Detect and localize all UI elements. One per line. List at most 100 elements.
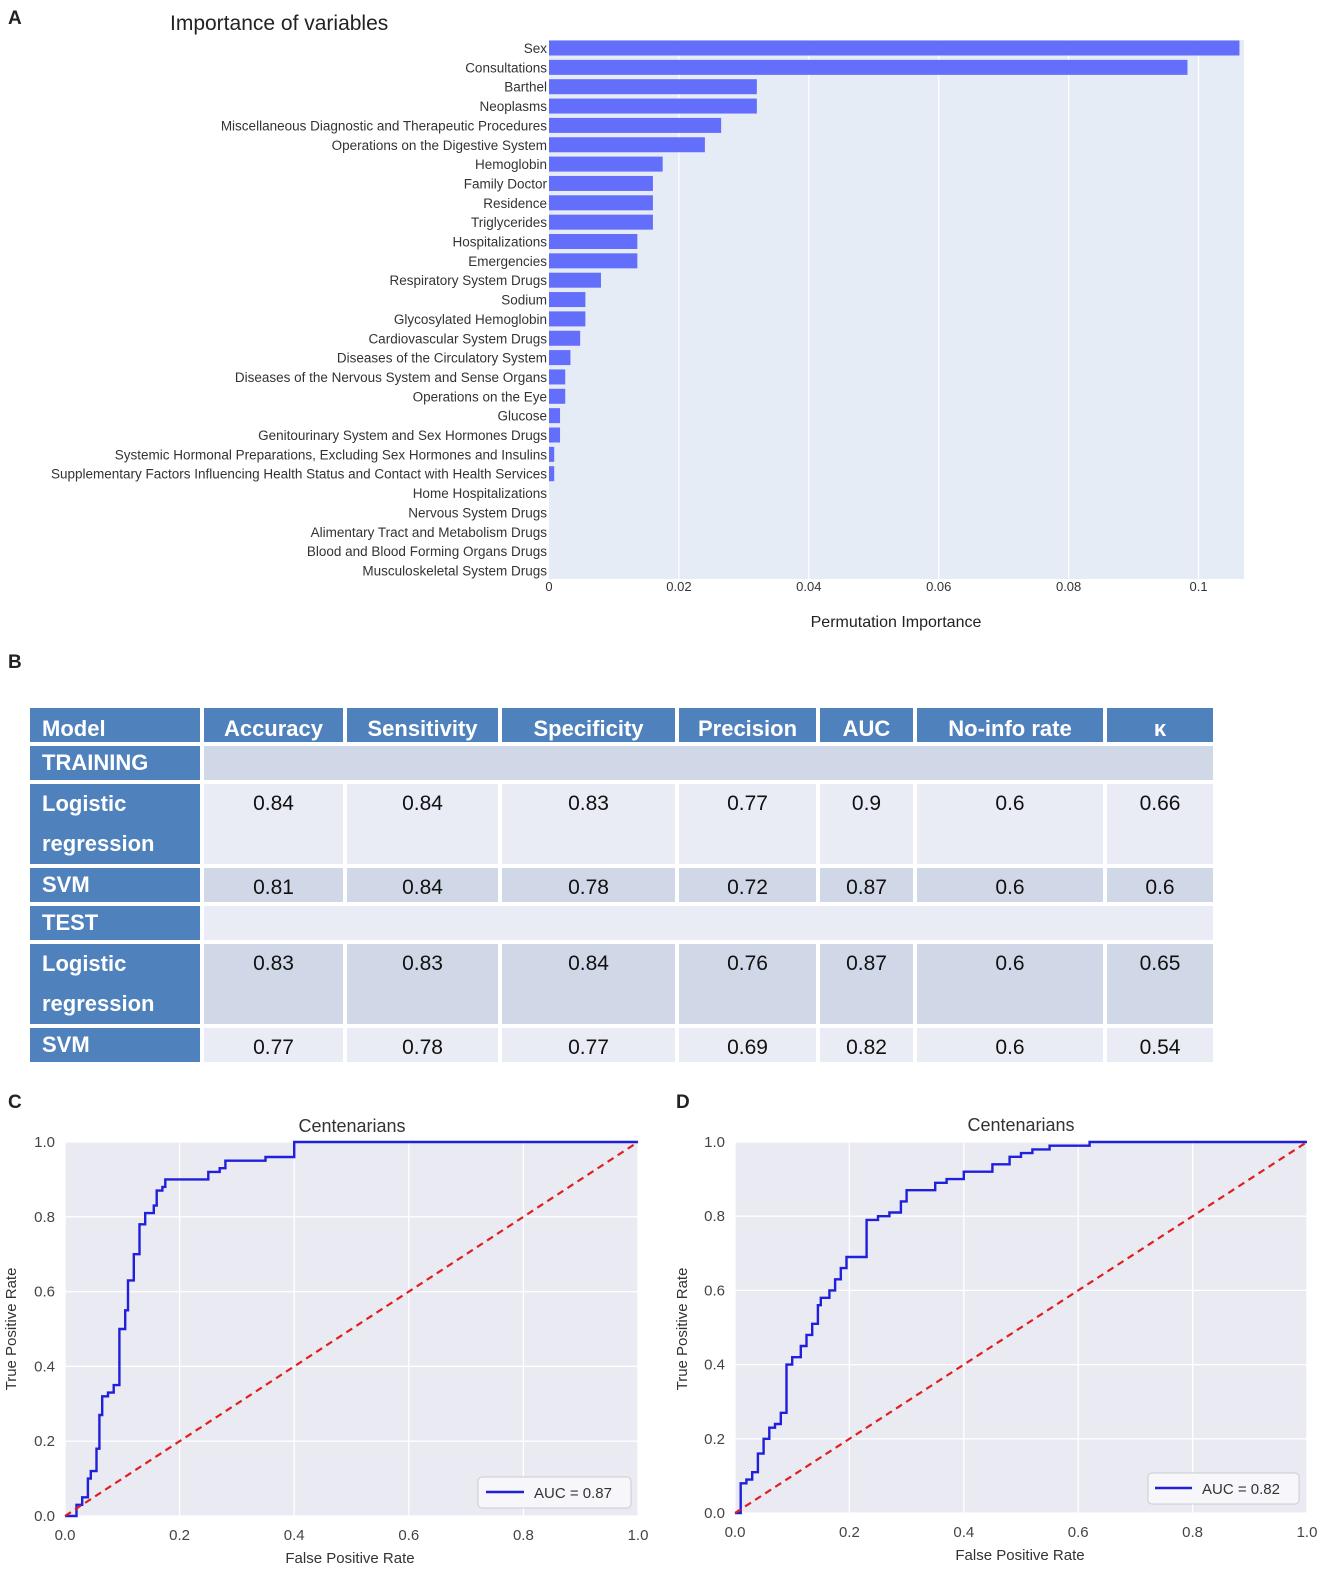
importance-bar — [549, 350, 571, 366]
importance-bar — [549, 79, 757, 95]
training-section-row: TRAINING — [30, 746, 1213, 780]
importance-category-label: Blood and Blood Forming Organs Drugs — [307, 544, 547, 559]
table-row: SVM 0.77 0.78 0.77 0.69 0.82 0.6 0.54 — [30, 1028, 1213, 1062]
table-cell: 0.6 — [917, 944, 1103, 1024]
importance-x-axis-label: Permutation Importance — [811, 614, 982, 631]
roc-d-chance-line — [734, 1141, 1308, 1514]
importance-category-label: Triglycerides — [471, 215, 547, 230]
table-cell: 0.83 — [347, 944, 498, 1024]
test-section-fill — [204, 906, 1213, 940]
table-cell: 0.6 — [917, 868, 1103, 902]
importance-category-label: Glycosylated Hemoglobin — [394, 312, 547, 327]
table-cell: 0.84 — [347, 784, 498, 864]
roc-c-x-tick-label: 0.6 — [398, 1527, 419, 1544]
roc-c-y-tick-label: 0.2 — [34, 1433, 55, 1450]
importance-category-label: Residence — [483, 196, 547, 211]
importance-category-label: Supplementary Factors Influencing Health… — [51, 467, 547, 482]
importance-bar — [549, 137, 705, 153]
roc-c-x-tick-label: 0.0 — [55, 1527, 76, 1544]
roc-c-x-tick-label: 0.8 — [513, 1527, 534, 1544]
importance-x-tick-label: 0.1 — [1189, 579, 1207, 594]
roc-c-legend: AUC = 0.87 — [477, 1476, 632, 1509]
importance-x-tick-label: 0 — [545, 579, 552, 594]
row-label-test-logistic: Logistic regression — [30, 944, 200, 1024]
table-row: Logistic regression 0.84 0.84 0.83 0.77 0… — [30, 784, 1213, 864]
importance-bar — [549, 466, 555, 482]
table-cell: 0.77 — [679, 784, 816, 864]
importance-category-label: Respiratory System Drugs — [389, 273, 547, 288]
table-cell: 0.77 — [502, 1028, 675, 1062]
table-cell: 0.84 — [502, 944, 675, 1024]
table-cell: 0.82 — [820, 1028, 913, 1062]
table-cell: 0.6 — [917, 784, 1103, 864]
importance-category-label: Hospitalizations — [452, 235, 547, 250]
header-precision: Precision — [679, 708, 816, 742]
roc-c-x-tick-label: 1.0 — [628, 1527, 649, 1544]
roc-d-y-axis-label: True Positive Rate — [674, 1268, 691, 1391]
table-cell: 0.6 — [917, 1028, 1103, 1062]
roc-d-x-tick-label: 0.6 — [1068, 1524, 1089, 1541]
roc-c-chance-line — [64, 1141, 639, 1517]
roc-d-x-axis-label: False Positive Rate — [955, 1547, 1084, 1564]
table-cell: 0.77 — [204, 1028, 343, 1062]
roc-c-legend-label: AUC = 0.87 — [534, 1485, 612, 1502]
roc-d-legend: AUC = 0.82 — [1147, 1472, 1300, 1505]
importance-bar — [549, 330, 581, 346]
table-cell: 0.87 — [820, 868, 913, 902]
importance-bar — [549, 214, 653, 230]
table-cell: 0.72 — [679, 868, 816, 902]
panel-label-d: D — [676, 1092, 690, 1113]
table-cell: 0.54 — [1107, 1028, 1213, 1062]
importance-category-label: Sodium — [501, 293, 547, 308]
row-label-training-logistic: Logistic regression — [30, 784, 200, 864]
table-cell: 0.69 — [679, 1028, 816, 1062]
importance-bar-chart: Importance of variables Sex Consultations… — [51, 12, 1244, 631]
roc-c-x-tick-label: 0.2 — [169, 1527, 190, 1544]
table-cell: 0.6 — [1107, 868, 1213, 902]
table-header-row: Model Accuracy Sensitivity Specificity P… — [30, 708, 1213, 742]
table-cell: 0.65 — [1107, 944, 1213, 1024]
roc-c-y-tick-label: 1.0 — [34, 1134, 55, 1151]
roc-d-x-tick-label: 0.0 — [725, 1524, 746, 1541]
importance-category-label: Home Hospitalizations — [413, 486, 548, 501]
importance-bar — [549, 446, 555, 462]
roc-chart-c: Centenarians False Positive Rate True Po… — [3, 1116, 649, 1567]
training-section-label: TRAINING — [30, 746, 200, 780]
roc-c-x-axis-label: False Positive Rate — [285, 1550, 414, 1567]
importance-category-label: Systemic Hormonal Preparations, Excludin… — [115, 447, 547, 462]
roc-d-roc-curve — [735, 1140, 1307, 1515]
roc-c-legend-box — [477, 1476, 632, 1509]
roc-d-x-tick-label: 0.4 — [953, 1524, 974, 1541]
importance-category-label: Diseases of the Nervous System and Sense… — [235, 370, 547, 385]
header-accuracy: Accuracy — [204, 708, 343, 742]
header-auc: AUC — [820, 708, 913, 742]
roc-d-y-tick-label: 0.6 — [704, 1282, 725, 1299]
importance-bar — [549, 234, 638, 249]
importance-category-label: Emergencies — [468, 254, 547, 269]
importance-category-label: Diseases of the Circulatory System — [337, 351, 547, 366]
header-no-info-rate: No-info rate — [917, 708, 1103, 742]
roc-chart-d: Centenarians False Positive Rate True Po… — [674, 1115, 1317, 1564]
training-section-fill — [204, 746, 1213, 780]
importance-bar — [549, 98, 757, 114]
importance-category-label: Hemoglobin — [475, 157, 547, 172]
roc-d-y-tick-label: 0.2 — [704, 1431, 725, 1448]
importance-category-label: Nervous System Drugs — [408, 505, 547, 520]
importance-category-label: Glucose — [497, 409, 547, 424]
importance-bar — [549, 427, 561, 443]
metrics-table: Model Accuracy Sensitivity Specificity P… — [26, 704, 1217, 1066]
importance-bar — [549, 253, 638, 269]
roc-c-x-tick-label: 0.4 — [284, 1527, 305, 1544]
table-cell: 0.76 — [679, 944, 816, 1024]
table-cell: 0.81 — [204, 868, 343, 902]
header-kappa: κ — [1107, 708, 1213, 742]
roc-d-legend-box — [1147, 1472, 1300, 1505]
roc-c-title: Centenarians — [298, 1116, 405, 1136]
importance-category-label: Alimentary Tract and Metabolism Drugs — [311, 525, 548, 540]
table-row: SVM 0.81 0.84 0.78 0.72 0.87 0.6 0.6 — [30, 868, 1213, 902]
importance-bar — [549, 408, 561, 424]
header-specificity: Specificity — [502, 708, 675, 742]
roc-c-y-axis-label: True Positive Rate — [3, 1268, 20, 1391]
roc-d-x-tick-label: 0.8 — [1182, 1524, 1203, 1541]
test-section-label: TEST — [30, 906, 200, 940]
